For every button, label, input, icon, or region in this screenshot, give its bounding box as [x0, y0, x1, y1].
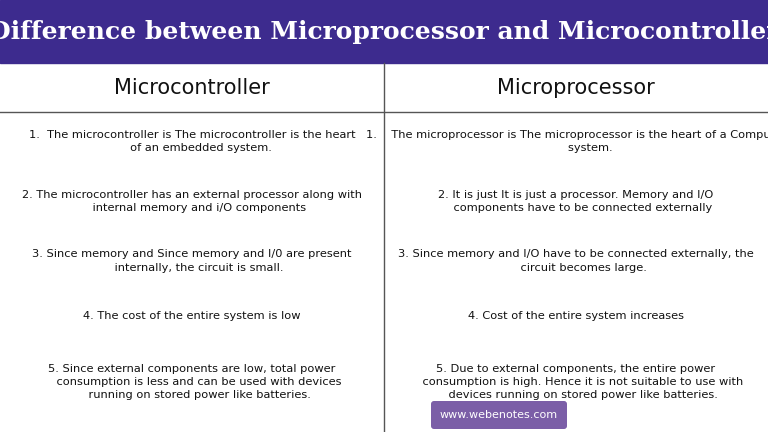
Text: 1.  The microcontroller is The microcontroller is the heart
     of an embedded : 1. The microcontroller is The microcontr…	[28, 130, 356, 153]
Text: Microcontroller: Microcontroller	[114, 77, 270, 98]
Text: 5. Due to external components, the entire power
    consumption is high. Hence i: 5. Due to external components, the entir…	[409, 364, 743, 400]
Text: 3. Since memory and Since memory and I/0 are present
    internally, the circuit: 3. Since memory and Since memory and I/0…	[32, 249, 352, 273]
Bar	[0, 0, 768, 63]
Text: 4. The cost of the entire system is low: 4. The cost of the entire system is low	[83, 311, 301, 321]
Text: 2. The microcontroller has an external processor along with
    internal memory : 2. The microcontroller has an external p…	[22, 190, 362, 213]
Text: 1.    The microprocessor is The microprocessor is the heart of a Computer
      : 1. The microprocessor is The microproces…	[366, 130, 768, 153]
Text: 3. Since memory and I/O have to be connected externally, the
    circuit becomes: 3. Since memory and I/O have to be conne…	[398, 249, 754, 273]
Text: Microprocessor: Microprocessor	[497, 77, 655, 98]
Text: 5. Since external components are low, total power
    consumption is less and ca: 5. Since external components are low, to…	[42, 364, 342, 400]
Text: Difference between Microprocessor and Microcontroller: Difference between Microprocessor and Mi…	[0, 19, 768, 44]
Bar	[0, 63, 768, 432]
Text: www.webenotes.com: www.webenotes.com	[440, 410, 558, 420]
Text: 2. It is just It is just a processor. Memory and I/O
    components have to be c: 2. It is just It is just a processor. Me…	[439, 190, 713, 213]
FancyBboxPatch shape	[431, 401, 567, 429]
Text: 4. Cost of the entire system increases: 4. Cost of the entire system increases	[468, 311, 684, 321]
